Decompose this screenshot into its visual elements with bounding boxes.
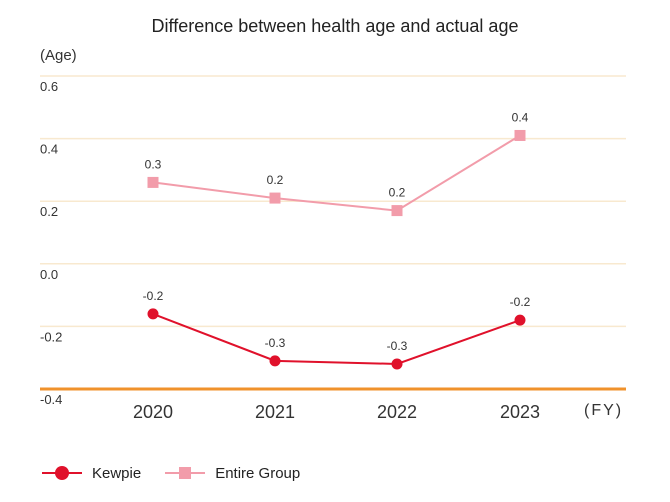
x-tick-label: 2023 [500,402,540,422]
chart-title: Difference between health age and actual… [151,16,519,36]
legend-entire-group-label: Entire Group [215,464,301,482]
line-chart: 0.6 0.4 0.2 0.0 -0.2 -0.4 2020 2021 2022 2023 0.3 0… [40,75,626,422]
data-label: 0.2 [267,173,284,187]
data-label: 0.3 [145,157,162,171]
series-line-entire-group [152,134,521,212]
legend-entire-group-marker-icon [165,467,206,479]
data-label: -0.3 [265,336,286,350]
legend-item-entire-group: Entire Group [163,464,300,482]
x-tick-label: 2020 [133,402,173,422]
data-label: -0.2 [143,289,164,303]
data-point [391,358,403,370]
y-axis-label: (Age) [40,47,77,64]
legend-kewpie-marker-icon [42,466,82,480]
data-point [514,129,526,141]
legend-item-kewpie: Kewpie [40,464,141,482]
x-tick-label: 2022 [377,402,417,422]
data-label: -0.2 [510,295,531,309]
data-label: 0.4 [512,110,529,124]
legend: Kewpie Entire Group [40,464,322,482]
legend-kewpie-label: Kewpie [92,464,142,482]
y-tick-label: 0.2 [40,204,58,219]
x-tick-label: 2021 [255,402,295,422]
x-axis-label: (FY) [584,402,624,419]
y-tick-label: 0.0 [40,267,58,282]
data-point [147,176,159,188]
data-label: 0.2 [389,186,406,200]
y-tick-label: -0.4 [40,392,62,407]
y-tick-label: -0.2 [40,329,62,344]
data-point [514,314,526,326]
y-tick-label: 0.4 [40,142,58,157]
data-point [269,192,281,204]
y-tick-label: 0.6 [40,79,58,94]
series-line-kewpie [152,312,521,365]
data-point [391,205,403,217]
data-point [147,308,159,320]
data-point [269,355,281,367]
data-label: -0.3 [387,339,408,353]
